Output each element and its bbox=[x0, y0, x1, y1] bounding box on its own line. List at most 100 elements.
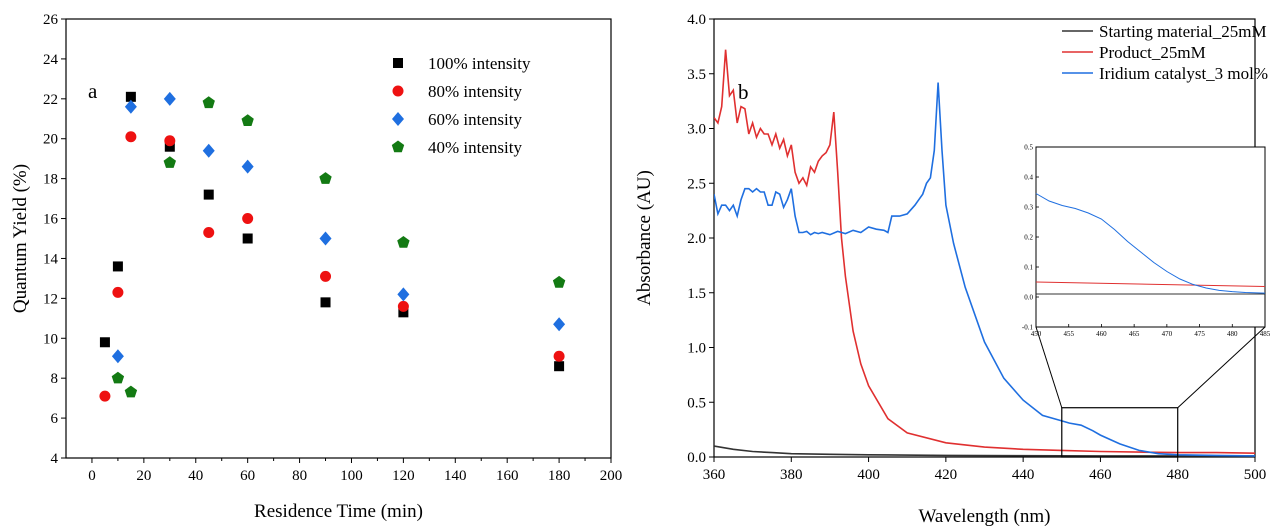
x-tick-label: 500 bbox=[1244, 467, 1267, 483]
x-tick-label: 200 bbox=[600, 468, 623, 484]
panel-label: a bbox=[88, 79, 98, 103]
data-point bbox=[112, 261, 123, 272]
x-tick-label: 460 bbox=[1089, 467, 1112, 483]
data-point bbox=[320, 270, 332, 282]
data-point bbox=[241, 159, 254, 174]
y-tick-label: 1.0 bbox=[687, 341, 706, 357]
y-tick-label: 22 bbox=[43, 92, 58, 108]
x-tick-label: 180 bbox=[548, 468, 571, 484]
data-point bbox=[397, 236, 410, 248]
data-point bbox=[164, 135, 176, 147]
legend-marker bbox=[391, 140, 405, 153]
inset-y-tick-label: 0.2 bbox=[1024, 234, 1033, 242]
x-tick-label: 140 bbox=[444, 468, 467, 484]
inset-y-tick-label: 0.4 bbox=[1024, 174, 1033, 182]
y-tick-label: 26 bbox=[43, 12, 59, 28]
data-point bbox=[320, 297, 331, 308]
legend-label: Starting material_25mM bbox=[1099, 22, 1267, 41]
x-tick-label: 160 bbox=[496, 468, 519, 484]
y-tick-label: 12 bbox=[43, 291, 58, 307]
inset-y-tick-label: 0.5 bbox=[1024, 144, 1033, 152]
y-tick-label: 3.5 bbox=[687, 67, 706, 83]
inset-frame bbox=[1035, 146, 1266, 328]
legend-label: Product_25mM bbox=[1099, 43, 1206, 62]
data-point bbox=[125, 91, 136, 102]
data-point bbox=[99, 337, 110, 348]
y-tick-label: 6 bbox=[51, 411, 59, 427]
inset-y-tick-label: 0.1 bbox=[1024, 264, 1033, 272]
data-point bbox=[202, 143, 215, 158]
inset-x-tick-label: 470 bbox=[1162, 330, 1173, 338]
data-point bbox=[552, 275, 566, 288]
y-tick-label: 14 bbox=[43, 251, 59, 267]
data-point bbox=[111, 371, 125, 384]
data-point bbox=[397, 300, 409, 312]
x-tick-label: 380 bbox=[780, 467, 803, 483]
legend-marker bbox=[392, 112, 404, 126]
y-tick-label: 2.0 bbox=[687, 231, 706, 247]
legend-label: 80% intensity bbox=[428, 82, 522, 101]
inset-y-tick-label: 0.0 bbox=[1024, 294, 1033, 302]
data-point bbox=[319, 231, 332, 246]
x-tick-label: 360 bbox=[703, 467, 726, 483]
data-point bbox=[112, 286, 124, 298]
data-point bbox=[202, 96, 215, 109]
legend-label: Iridium catalyst_3 mol% bbox=[1099, 64, 1268, 83]
panel-label: b bbox=[738, 80, 749, 104]
inset-x-tick-label: 480 bbox=[1227, 330, 1238, 338]
series-line bbox=[714, 49, 1255, 454]
y-tick-label: 24 bbox=[43, 52, 59, 68]
y-axis-title: Quantum Yield (%) bbox=[10, 164, 31, 313]
inset-x-tick-label: 485 bbox=[1260, 330, 1271, 338]
x-tick-label: 40 bbox=[188, 468, 203, 484]
inset-y-tick-label: 0.3 bbox=[1024, 204, 1033, 212]
data-point bbox=[554, 361, 565, 372]
legend-marker bbox=[393, 58, 403, 68]
zoom-connector bbox=[1177, 326, 1266, 409]
data-point bbox=[241, 114, 254, 126]
data-point bbox=[99, 390, 111, 402]
y-tick-label: 2.5 bbox=[687, 176, 706, 192]
y-tick-label: 10 bbox=[43, 331, 58, 347]
y-tick-label: 4 bbox=[51, 451, 59, 467]
inset-series-line bbox=[1035, 281, 1266, 287]
x-tick-label: 20 bbox=[136, 468, 151, 484]
inset-x-tick-label: 460 bbox=[1096, 330, 1107, 338]
y-tick-label: 20 bbox=[43, 132, 58, 148]
y-tick-label: 0.5 bbox=[687, 395, 706, 411]
x-tick-label: 80 bbox=[292, 468, 307, 484]
y-tick-label: 18 bbox=[43, 172, 58, 188]
inset-x-tick-label: 475 bbox=[1194, 330, 1205, 338]
legend-marker bbox=[392, 85, 404, 97]
chart-quantum-yield: 0 20 40 60 80 100 120 140 160 180 200 4 6 8 10 12 14 16 18… bbox=[10, 12, 622, 522]
data-point bbox=[398, 307, 409, 318]
plot-frame bbox=[65, 18, 612, 459]
inset-x-tick-label: 455 bbox=[1063, 330, 1074, 338]
data-point bbox=[111, 349, 124, 364]
data-point bbox=[553, 350, 565, 362]
data-point bbox=[164, 141, 175, 152]
y-tick-label: 1.5 bbox=[687, 286, 706, 302]
x-tick-label: 60 bbox=[240, 468, 255, 484]
inset-x-tick-label: 450 bbox=[1031, 330, 1042, 338]
y-axis-title: Absorbance (AU) bbox=[634, 170, 655, 306]
series-line bbox=[714, 82, 1255, 457]
inset-y-tick-label: -0.1 bbox=[1022, 324, 1034, 332]
x-tick-label: 120 bbox=[392, 468, 415, 484]
data-point bbox=[163, 91, 176, 106]
legend-label: 100% intensity bbox=[428, 54, 531, 73]
data-point bbox=[553, 317, 566, 332]
x-tick-label: 480 bbox=[1166, 467, 1189, 483]
x-axis-title: Wavelength (nm) bbox=[919, 506, 1051, 526]
chart-absorbance: 360 380 400 420 440 460 480 500 0.0 0.5 1.0 1.5 2.0 2… bbox=[634, 12, 1271, 526]
zoom-connector bbox=[1035, 326, 1063, 408]
y-tick-label: 8 bbox=[51, 371, 59, 387]
x-axis-title: Residence Time (min) bbox=[254, 501, 423, 522]
inset-series-line bbox=[1035, 193, 1266, 294]
data-point bbox=[125, 131, 137, 143]
data-point bbox=[124, 99, 137, 114]
y-tick-label: 16 bbox=[43, 212, 59, 228]
legend-label: 60% intensity bbox=[428, 110, 522, 129]
data-point bbox=[319, 172, 332, 184]
